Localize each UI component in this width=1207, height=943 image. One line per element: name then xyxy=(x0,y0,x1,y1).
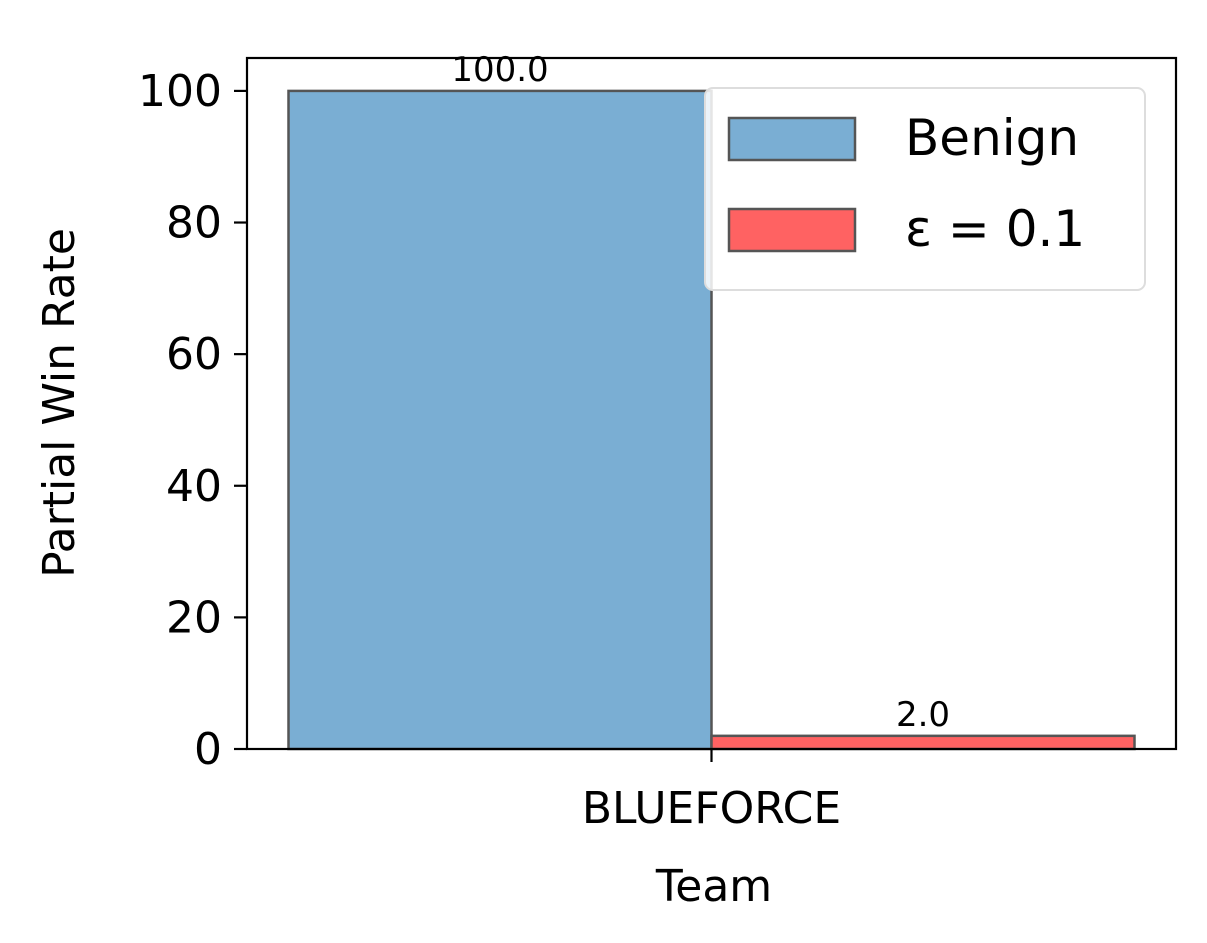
y-tick-label: 20 xyxy=(166,592,222,643)
y-tick-label: 80 xyxy=(166,198,222,249)
bar-labels-group: 100.0 2.0 xyxy=(451,50,950,735)
y-tick-label: 40 xyxy=(166,461,222,512)
x-axis-ticks: BLUEFORCE xyxy=(582,749,841,834)
x-tick-label: BLUEFORCE xyxy=(582,783,841,834)
bars-group xyxy=(287,89,1136,751)
bar-0-0 xyxy=(287,89,713,751)
legend: Benign ε = 0.1 xyxy=(704,87,1146,291)
y-axis-label: Partial Win Rate xyxy=(34,228,85,578)
x-axis-label: Team xyxy=(655,861,772,912)
y-tick-label: 60 xyxy=(166,329,222,380)
y-tick-label: 100 xyxy=(138,66,222,117)
legend-swatch-1 xyxy=(727,207,857,253)
legend-swatch-0 xyxy=(727,116,857,162)
y-axis-ticks: 0 20 40 60 80 100 xyxy=(138,66,247,775)
bar-1-0 xyxy=(710,734,1136,751)
legend-label-1: ε = 0.1 xyxy=(905,200,1085,258)
legend-label-0: Benign xyxy=(905,109,1079,167)
y-tick-label: 0 xyxy=(194,724,222,775)
bar-value-label-0-0: 100.0 xyxy=(451,50,548,90)
bar-value-label-1-0: 2.0 xyxy=(896,695,950,735)
